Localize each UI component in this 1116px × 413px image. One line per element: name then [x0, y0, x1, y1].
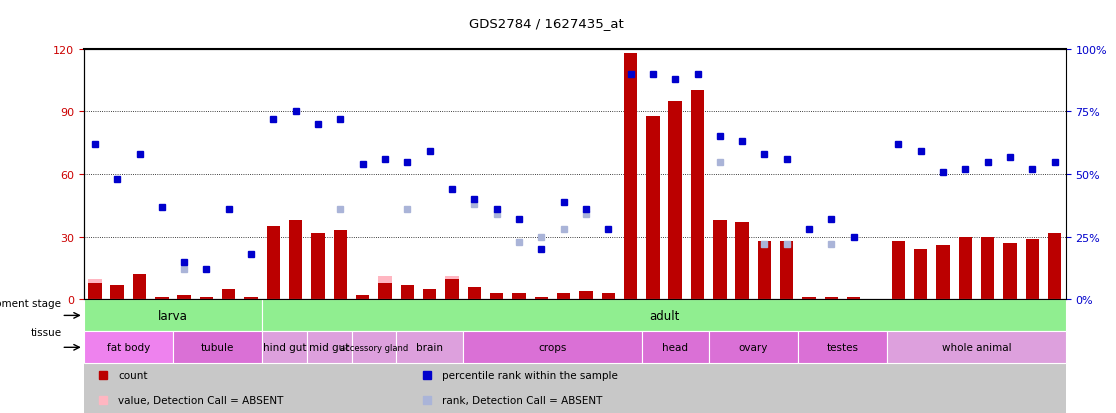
Bar: [262, 332, 307, 363]
Text: development stage: development stage: [0, 299, 61, 309]
Bar: [642, 332, 709, 363]
Text: percentile rank within the sample: percentile rank within the sample: [442, 370, 618, 380]
Bar: [780, 241, 793, 300]
Text: mid gut: mid gut: [309, 342, 349, 352]
Bar: [267, 227, 280, 300]
Bar: [802, 298, 816, 300]
Bar: [222, 289, 235, 300]
Bar: [155, 298, 169, 300]
Bar: [713, 221, 727, 300]
Text: adult: adult: [648, 309, 680, 322]
Bar: [133, 275, 146, 300]
Bar: [709, 332, 798, 363]
Bar: [914, 250, 927, 300]
Bar: [798, 332, 887, 363]
Bar: [936, 245, 950, 300]
Bar: [1026, 239, 1039, 300]
Bar: [289, 221, 302, 300]
Bar: [1003, 243, 1017, 300]
Text: ovary: ovary: [739, 342, 768, 352]
Bar: [334, 231, 347, 300]
Bar: [735, 223, 749, 300]
Bar: [959, 237, 972, 300]
Bar: [378, 277, 392, 300]
Bar: [512, 294, 526, 300]
Text: tissue: tissue: [30, 328, 61, 337]
Text: testes: testes: [827, 342, 858, 352]
Bar: [981, 237, 994, 300]
Bar: [396, 332, 463, 363]
Text: hind gut: hind gut: [263, 342, 306, 352]
Bar: [1048, 233, 1061, 300]
Bar: [84, 332, 173, 363]
Bar: [88, 279, 102, 300]
Text: rank, Detection Call = ABSENT: rank, Detection Call = ABSENT: [442, 395, 603, 405]
Bar: [758, 241, 771, 300]
Text: fat body: fat body: [107, 342, 150, 352]
Text: head: head: [662, 342, 689, 352]
Bar: [579, 292, 593, 300]
Bar: [110, 285, 124, 300]
Text: tubule: tubule: [201, 342, 234, 352]
Bar: [177, 296, 191, 300]
Text: GDS2784 / 1627435_at: GDS2784 / 1627435_at: [469, 17, 624, 29]
Bar: [200, 298, 213, 300]
Text: larva: larva: [158, 309, 187, 322]
Bar: [624, 54, 637, 300]
Bar: [311, 233, 325, 300]
Bar: [825, 298, 838, 300]
Bar: [84, 300, 262, 332]
Bar: [445, 279, 459, 300]
Bar: [463, 332, 642, 363]
Bar: [378, 283, 392, 300]
Bar: [423, 289, 436, 300]
Bar: [88, 283, 102, 300]
Bar: [401, 285, 414, 300]
Bar: [602, 294, 615, 300]
Bar: [352, 332, 396, 363]
Bar: [244, 298, 258, 300]
Text: count: count: [118, 370, 147, 380]
Bar: [307, 332, 352, 363]
Bar: [691, 91, 704, 300]
Text: crops: crops: [538, 342, 567, 352]
Text: accessory gland: accessory gland: [339, 343, 408, 352]
Bar: [173, 332, 262, 363]
Bar: [262, 300, 1066, 332]
Text: value, Detection Call = ABSENT: value, Detection Call = ABSENT: [118, 395, 283, 405]
Bar: [646, 116, 660, 300]
Bar: [468, 287, 481, 300]
Bar: [847, 298, 860, 300]
Text: whole animal: whole animal: [942, 342, 1011, 352]
Bar: [84, 300, 1066, 413]
Bar: [490, 294, 503, 300]
Bar: [668, 102, 682, 300]
Bar: [535, 298, 548, 300]
Bar: [887, 332, 1066, 363]
Text: brain: brain: [416, 342, 443, 352]
Bar: [557, 294, 570, 300]
Bar: [445, 277, 459, 300]
Bar: [892, 241, 905, 300]
Bar: [356, 296, 369, 300]
